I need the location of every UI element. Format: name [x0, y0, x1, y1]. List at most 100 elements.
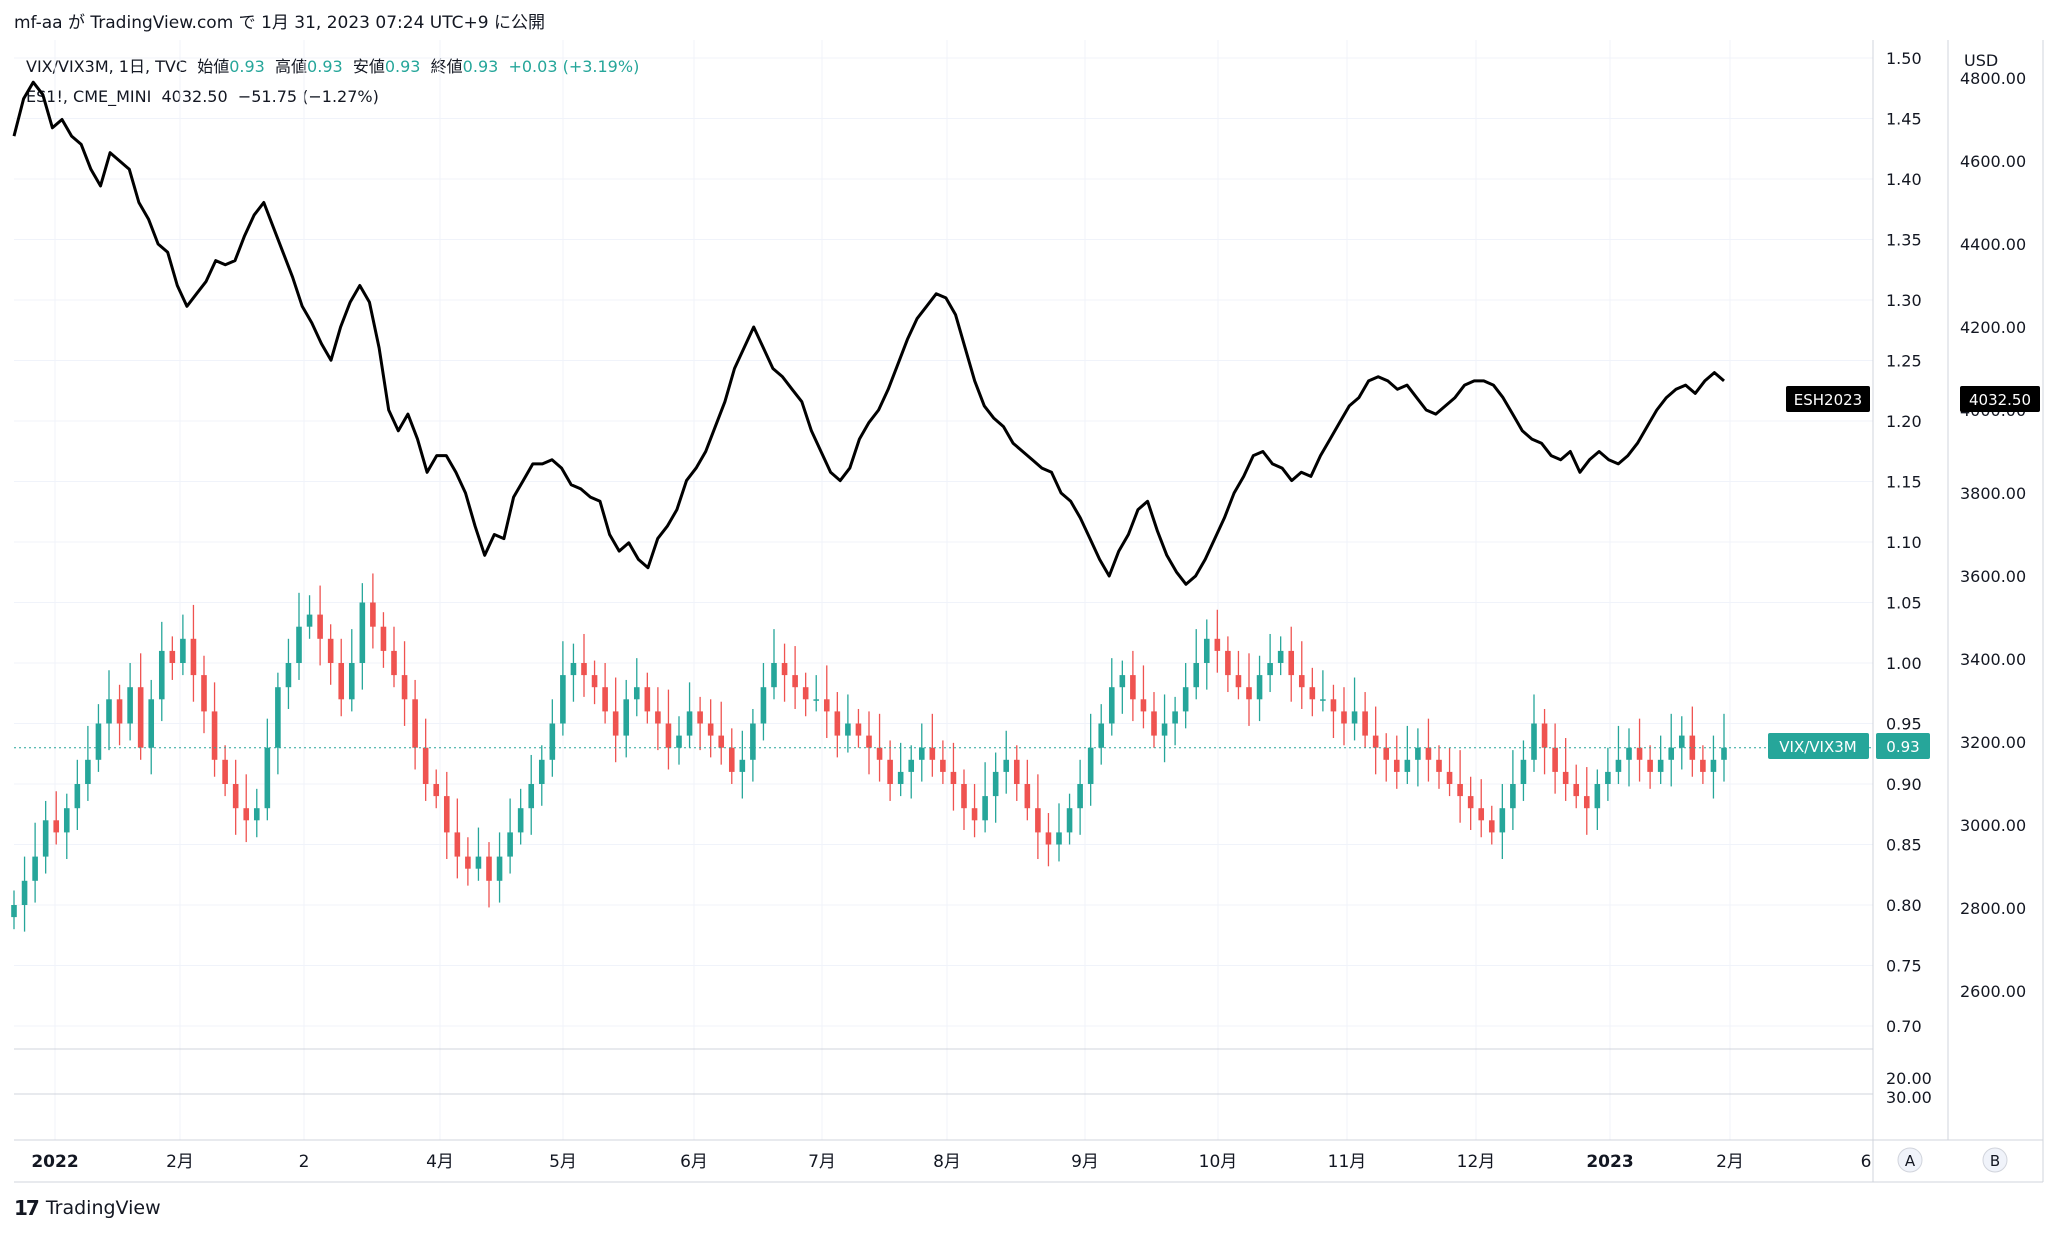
candle: [1161, 694, 1168, 763]
candle: [1647, 745, 1653, 789]
candle: [950, 742, 957, 811]
candle: [792, 646, 798, 709]
left-axis-tick: 1.35: [1886, 231, 1922, 250]
candle: [834, 692, 841, 758]
left-axis-tick: 1.40: [1886, 170, 1922, 189]
legend-main-symbol[interactable]: VIX/VIX3M, 1日, TVC: [26, 57, 188, 76]
candle: [982, 762, 988, 833]
es-price-line: [12, 80, 1725, 586]
scale-button-b-label: B: [1990, 1152, 2000, 1170]
scale-button-a[interactable]: A: [1897, 1147, 1923, 1173]
candle: [264, 718, 271, 821]
candle: [707, 699, 714, 758]
time-axis-tick: 7月: [808, 1152, 836, 1172]
candle: [813, 675, 820, 712]
left-axis-tick: 1.10: [1886, 533, 1922, 552]
candle: [1119, 660, 1126, 714]
candle: [359, 583, 366, 690]
footer-brand[interactable]: TradingView: [45, 1197, 161, 1219]
candle: [1077, 759, 1083, 835]
candle: [1372, 706, 1379, 775]
candle: [1013, 745, 1020, 801]
candle: [32, 822, 38, 903]
legend-overlay-symbol[interactable]: ES1!, CME_MINI: [26, 87, 152, 106]
right-axis-tick: 3600.00: [1960, 567, 2026, 586]
candle: [897, 742, 904, 797]
left-axis-tick: 0.90: [1886, 775, 1922, 794]
candle: [1277, 636, 1284, 676]
candle: [728, 728, 735, 784]
candle: [253, 788, 260, 838]
candle: [918, 723, 925, 782]
candle: [771, 629, 777, 700]
candle: [697, 696, 703, 751]
footer: 17 TradingView: [14, 1196, 161, 1220]
time-axis[interactable]: 2022 2月 2 4月 5月 6月 7月 8月 9月 10月 11月 12月 2023 2月 6: [31, 1152, 1871, 1172]
right-axis-tick: 3200.00: [1960, 733, 2026, 752]
candle: [887, 740, 893, 801]
candle: [1362, 692, 1368, 748]
legend-overlay-price: 4032.50: [161, 87, 228, 106]
candle: [285, 638, 292, 709]
candle: [370, 573, 376, 649]
candle: [1182, 663, 1189, 729]
candle: [602, 663, 608, 724]
candle: [739, 730, 746, 799]
right-price-axis[interactable]: 4800.00 4600.00 4400.00 4200.00 4000.00 3800.…: [1960, 69, 2026, 1001]
candle: [63, 793, 70, 860]
candle: [1467, 776, 1474, 830]
legend-low-value: 0.93: [384, 57, 421, 76]
candle: [348, 629, 355, 712]
candle: [21, 856, 28, 932]
publish-header: mf-aa が TradingView.com で 1月 31, 2023 07…: [14, 13, 545, 33]
candle: [1478, 779, 1485, 838]
time-axis-tick: 12月: [1457, 1152, 1496, 1172]
time-axis-tick: 10月: [1199, 1152, 1238, 1172]
candle: [1330, 684, 1337, 739]
candle: [1721, 713, 1727, 782]
left-axis-tick: 1.25: [1886, 352, 1922, 371]
es-tag-name: ESH2023: [1794, 391, 1862, 409]
vix-tag-name: VIX/VIX3M: [1779, 738, 1856, 756]
vix-tag-value: 0.93: [1886, 738, 1919, 756]
time-axis-tick: 4月: [426, 1152, 454, 1172]
candle: [929, 713, 936, 777]
candle: [940, 740, 946, 784]
candle: [549, 699, 556, 777]
left-axis-tick: 0.95: [1886, 715, 1922, 734]
candle: [1320, 670, 1326, 712]
es-tag-value: 4032.50: [1969, 391, 2031, 409]
left-axis-tick: 1.20: [1886, 412, 1922, 431]
pane-separators: [14, 40, 2044, 1183]
time-axis-tick: 2022: [31, 1152, 78, 1172]
right-axis-tick: 4400.00: [1960, 235, 2026, 254]
candle: [781, 643, 788, 702]
candle: [1425, 718, 1432, 782]
candle: [1562, 738, 1569, 801]
candle: [1404, 725, 1411, 784]
candle: [971, 784, 978, 838]
candle: [581, 633, 587, 697]
right-axis-tick: 2800.00: [1960, 899, 2026, 918]
candle: [1098, 704, 1105, 765]
candle: [760, 663, 767, 741]
candle: [1056, 803, 1062, 862]
left-axis-tick: 1.15: [1886, 473, 1922, 492]
candle: [180, 614, 186, 676]
candle: [148, 679, 155, 775]
scale-button-b[interactable]: B: [1982, 1147, 2008, 1173]
left-axis-tick: 0.70: [1886, 1017, 1922, 1036]
candle: [1045, 813, 1052, 867]
left-price-axis[interactable]: 1.50 1.45 1.40 1.35 1.30 1.25 1.20 1.15 1.10 1.05…: [1886, 49, 1922, 1036]
candle: [633, 658, 640, 717]
candle: [158, 621, 165, 722]
candle: [116, 684, 123, 746]
candle: [412, 679, 418, 770]
right-axis-tick: 3000.00: [1960, 816, 2026, 835]
left-axis-tick: 1.50: [1886, 49, 1922, 68]
candle: [718, 701, 725, 765]
left-axis-tick: 0.80: [1886, 896, 1922, 915]
es-price-tag: ESH2023 4032.50: [1786, 386, 2040, 412]
time-axis-tick: 6月: [680, 1152, 708, 1172]
